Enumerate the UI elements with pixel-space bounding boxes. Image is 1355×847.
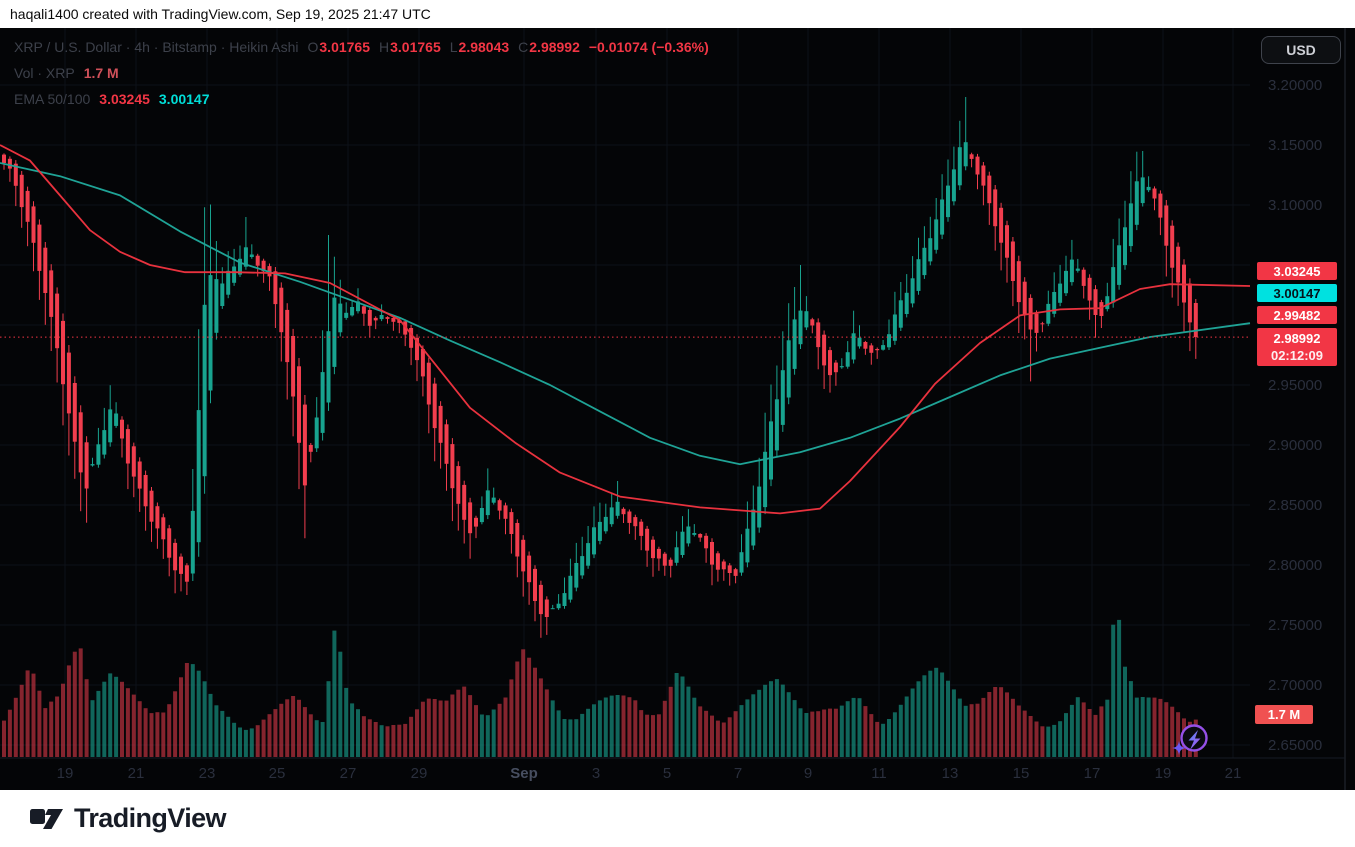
svg-text:2.85000: 2.85000 (1268, 497, 1322, 514)
svg-text:2.95000: 2.95000 (1268, 377, 1322, 394)
ema50-value: 3.03245 (99, 91, 150, 107)
svg-text:3: 3 (592, 765, 600, 782)
svg-text:15: 15 (1013, 765, 1030, 782)
tradingview-logo-icon (30, 808, 63, 829)
volume-value: 1.7 M (83, 65, 119, 81)
svg-text:27: 27 (340, 765, 357, 782)
svg-text:9: 9 (804, 765, 812, 782)
svg-text:2.65000: 2.65000 (1268, 737, 1322, 754)
volume-value-label: 1.7 M (1255, 705, 1313, 724)
ohlc-open: O 3.01765 (307, 39, 371, 55)
svg-text:3.20000: 3.20000 (1268, 77, 1322, 94)
chart-canvas[interactable]: 3.20000 3.15000 3.10000 2.95000 2.90000 2.850… (0, 28, 1355, 790)
svg-text:13: 13 (942, 765, 959, 782)
svg-text:23: 23 (199, 765, 216, 782)
svg-text:11: 11 (871, 765, 887, 782)
svg-text:3.10000: 3.10000 (1268, 197, 1322, 214)
svg-text:5: 5 (663, 765, 671, 782)
candles (2, 97, 1198, 638)
last-price-label: 2.98992 02:12:09 (1257, 328, 1337, 366)
ema100-value: 3.00147 (158, 91, 210, 107)
lightning-icon (1188, 730, 1201, 750)
ema100-line (0, 162, 1251, 466)
svg-text:2.75000: 2.75000 (1268, 617, 1322, 634)
svg-text:3.15000: 3.15000 (1268, 137, 1322, 154)
tradingview-logo-text: TradingView (74, 803, 227, 833)
legend: XRP / U.S. Dollar · 4h · Bitstamp · Heik… (14, 34, 709, 112)
footer: TradingView (0, 790, 1355, 847)
legend-symbol-row[interactable]: XRP / U.S. Dollar · 4h · Bitstamp · Heik… (14, 34, 709, 60)
ohlc-change: −0.01074 (−0.36%) (588, 39, 709, 55)
price-axis[interactable] (1250, 28, 1355, 758)
legend-ema-row[interactable]: EMA 50/100 3.03245 3.00147 (14, 86, 709, 112)
ohlc-high: H 3.01765 (379, 39, 441, 55)
sparkle-icon (1172, 741, 1186, 755)
svg-text:21: 21 (128, 765, 145, 782)
svg-text:21: 21 (1225, 765, 1242, 782)
svg-text:29: 29 (411, 765, 428, 782)
time-axis[interactable] (0, 758, 1355, 790)
currency-toggle-button[interactable]: USD (1261, 36, 1341, 64)
svg-text:Sep: Sep (510, 765, 538, 782)
svg-text:2.80000: 2.80000 (1268, 557, 1322, 574)
svg-text:2.70000: 2.70000 (1268, 677, 1322, 694)
svg-text:19: 19 (1155, 765, 1172, 782)
svg-text:19: 19 (57, 765, 74, 782)
svg-text:2.90000: 2.90000 (1268, 437, 1322, 454)
tradingview-logo[interactable]: TradingView (30, 803, 227, 834)
ohlc-close: C 2.98992 (518, 39, 580, 55)
svg-text:25: 25 (269, 765, 286, 782)
volume-title: Vol · XRP (14, 65, 75, 81)
attribution-text: haqali1400 created with TradingView.com,… (10, 6, 431, 22)
volume-histogram (2, 619, 1198, 757)
alert-price-label: 2.99482 (1257, 306, 1337, 324)
svg-text:7: 7 (734, 765, 742, 782)
symbol-title: XRP / U.S. Dollar · 4h · Bitstamp · Heik… (14, 39, 299, 55)
attribution-bar: haqali1400 created with TradingView.com,… (0, 0, 1355, 28)
boost-button[interactable] (1170, 715, 1216, 761)
chart-area: 3.20000 3.15000 3.10000 2.95000 2.90000 2.850… (0, 28, 1355, 790)
legend-volume-row[interactable]: Vol · XRP 1.7 M (14, 60, 709, 86)
ema50-price-label: 3.03245 (1257, 262, 1337, 280)
ema-title: EMA 50/100 (14, 91, 91, 107)
ema50-line (0, 144, 1251, 515)
ema100-price-label: 3.00147 (1257, 284, 1337, 302)
ohlc-low: L 2.98043 (449, 39, 510, 55)
svg-text:17: 17 (1084, 765, 1101, 782)
